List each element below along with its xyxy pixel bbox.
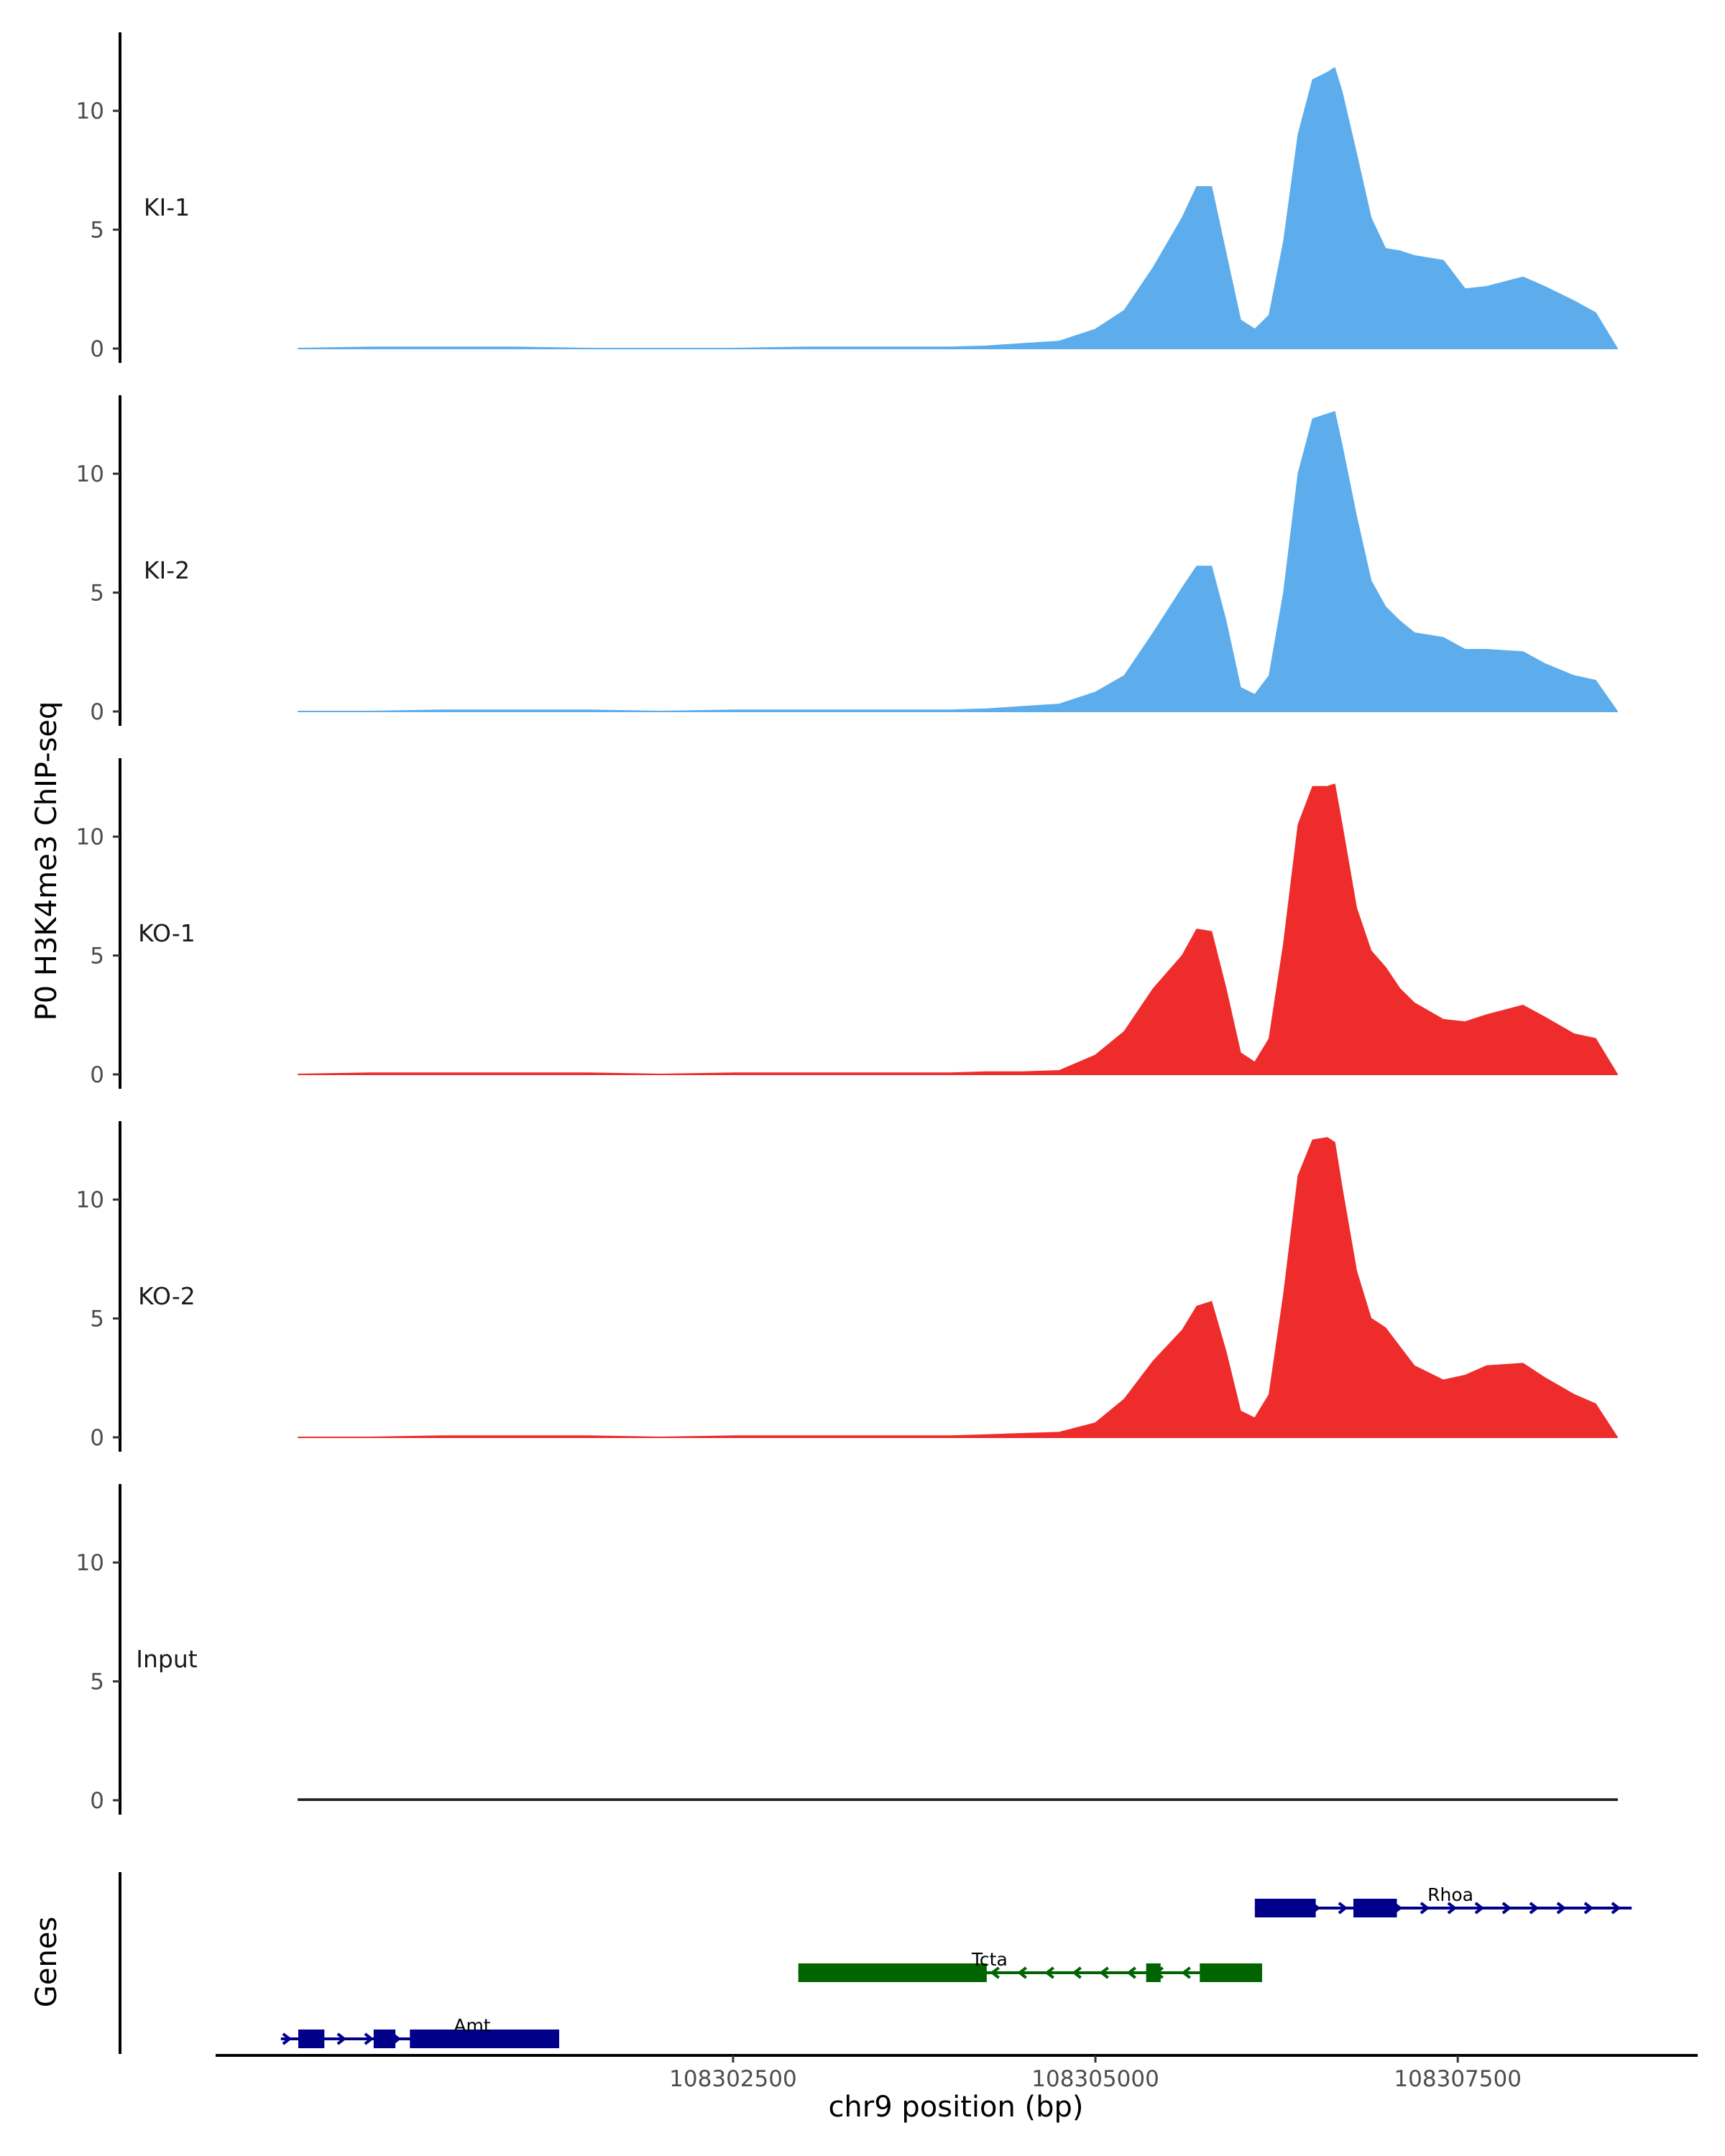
gene-amt: Amt xyxy=(280,2015,559,2048)
y-tick-label: 10 xyxy=(76,1187,104,1213)
gene-rhoa: Rhoa xyxy=(1254,1884,1632,1917)
strand-chevron xyxy=(364,2032,374,2045)
signal-area xyxy=(298,1137,1618,1438)
signal-area xyxy=(298,67,1618,349)
track-ko-1: 0 5 10 KO-1 xyxy=(76,758,1618,1089)
strand-chevron xyxy=(1474,1902,1485,1915)
strand-chevron xyxy=(1072,1966,1082,1979)
gene-exon xyxy=(373,2030,396,2048)
track-label: KO-2 xyxy=(138,1282,196,1310)
gene-label: Tcta xyxy=(971,1949,1008,1970)
strand-chevron xyxy=(1017,1966,1027,1979)
strand-chevron xyxy=(1126,1966,1136,1979)
track-ki-2: 0 5 10 KI-2 xyxy=(76,395,1618,726)
strand-chevron xyxy=(336,2032,347,2045)
gene-panel: Rhoa Tcta Amt xyxy=(119,1872,1632,2054)
y-tick-label: 10 xyxy=(76,824,104,850)
signal-area xyxy=(298,411,1618,712)
gene-exon xyxy=(1353,1899,1397,1917)
gene-exon xyxy=(298,2030,325,2048)
track-label: KI-1 xyxy=(144,193,190,221)
y-tick-label: 10 xyxy=(76,461,104,487)
strand-chevron xyxy=(1044,1966,1054,1979)
gene-exon xyxy=(1146,1963,1161,1982)
y-tick-label: 5 xyxy=(90,944,104,969)
strand-chevron xyxy=(1611,1902,1622,1915)
y-tick-label: 0 xyxy=(90,336,104,362)
gene-exon xyxy=(798,1963,987,1982)
strand-chevron xyxy=(1556,1902,1567,1915)
gene-exon xyxy=(1254,1899,1316,1917)
strand-chevron xyxy=(282,2032,293,2045)
strand-chevron xyxy=(1338,1902,1348,1915)
x-tick-label: 108307500 xyxy=(1394,2066,1522,2092)
strand-chevron xyxy=(1501,1902,1512,1915)
genes-axis-label: Genes xyxy=(30,1917,63,2007)
y-tick-label: 0 xyxy=(90,1425,104,1451)
track-input: 0 5 10 Input xyxy=(76,1484,1618,1815)
y-tick-label: 5 xyxy=(90,1669,104,1695)
y-tick-label: 5 xyxy=(90,581,104,607)
strand-chevron xyxy=(990,1966,1000,1979)
x-axis: 108302500 108305000 108307500 xyxy=(216,2054,1698,2092)
strand-chevron xyxy=(1529,1902,1540,1915)
gene-tcta: Tcta xyxy=(798,1949,1262,1982)
track-panels: 0 5 10 KI-1 0 5 10 KI-2 0 5 10 KO-1 0 5 10 KO-2 0 5 10 Inpu… xyxy=(76,32,1618,1815)
signal-area xyxy=(298,1798,1618,1801)
y-tick-label: 5 xyxy=(90,1307,104,1332)
x-tick-label: 108305000 xyxy=(1031,2066,1159,2092)
track-label: Input xyxy=(136,1645,198,1673)
y-tick-label: 10 xyxy=(76,98,104,124)
track-label: KI-2 xyxy=(144,556,190,584)
strand-chevron xyxy=(1099,1966,1109,1979)
strand-chevron xyxy=(1447,1902,1458,1915)
strand-chevron xyxy=(1181,1966,1191,1979)
strand-chevron xyxy=(1583,1902,1594,1915)
y-tick-label: 5 xyxy=(90,218,104,244)
y-tick-label: 10 xyxy=(76,1550,104,1576)
y-axis-label: P0 H3K4me3 ChIP-seq xyxy=(30,701,63,1021)
track-ki-1: 0 5 10 KI-1 xyxy=(76,32,1618,363)
gene-exon xyxy=(410,2030,559,2048)
track-ko-2: 0 5 10 KO-2 xyxy=(76,1121,1618,1452)
x-axis-label: chr9 position (bp) xyxy=(828,2091,1083,2124)
gene-label: Rhoa xyxy=(1427,1884,1473,1905)
track-label: KO-1 xyxy=(138,919,196,947)
y-tick-label: 0 xyxy=(90,1788,104,1814)
y-tick-label: 0 xyxy=(90,699,104,725)
signal-area xyxy=(298,783,1618,1075)
gene-exon xyxy=(1200,1963,1262,1982)
gene-label: Amt xyxy=(454,2015,490,2036)
x-tick-label: 108302500 xyxy=(669,2066,797,2092)
y-tick-label: 0 xyxy=(90,1062,104,1088)
strand-chevron xyxy=(1420,1902,1430,1915)
